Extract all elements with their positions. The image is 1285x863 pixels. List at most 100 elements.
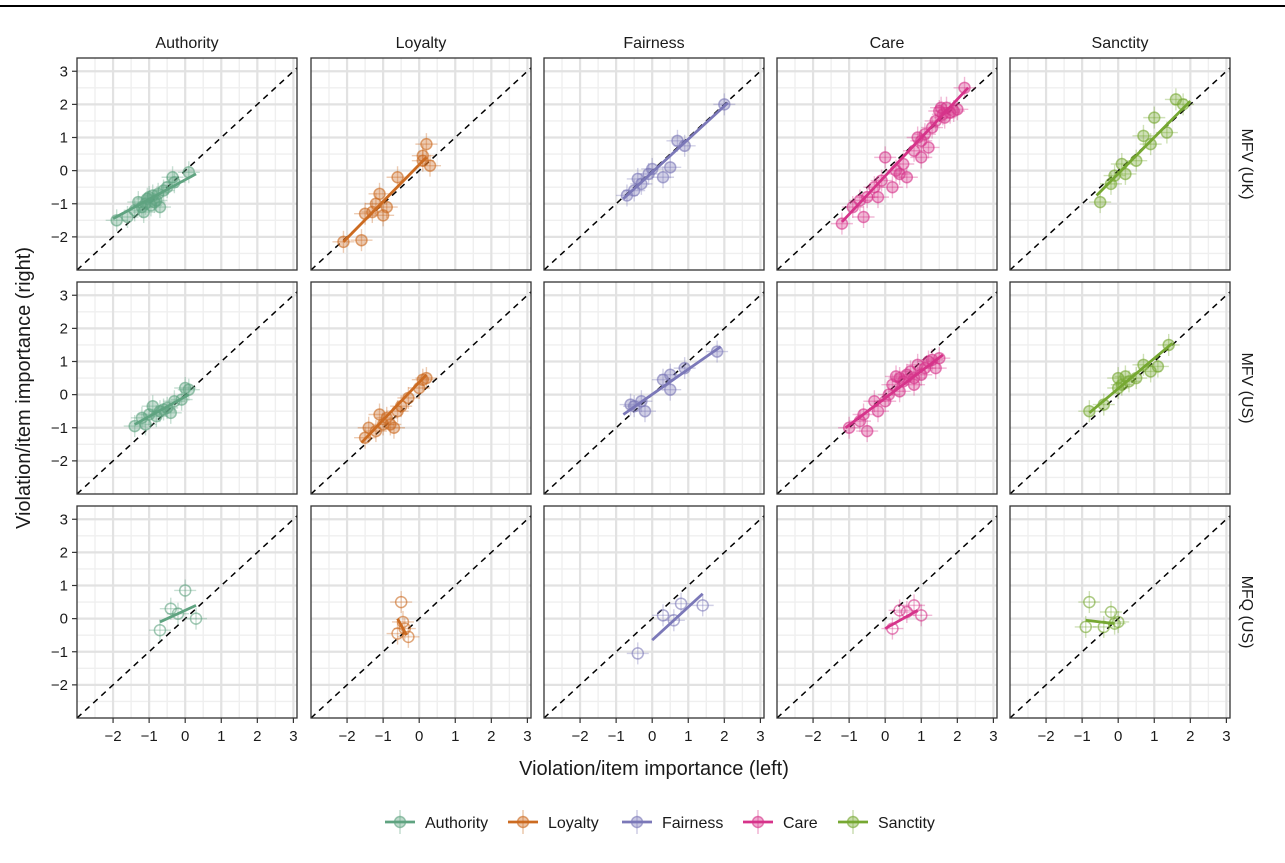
- point-marker: [674, 597, 688, 610]
- point-marker: [696, 599, 709, 612]
- fit-line: [1085, 618, 1115, 625]
- x-tick-label: 2: [953, 728, 961, 745]
- x-tick-label: −1: [375, 728, 392, 745]
- legend-label: Loyalty: [548, 815, 599, 832]
- data-point: [910, 604, 933, 627]
- x-axis-title: Violation/item importance (left): [519, 758, 789, 780]
- legend-item-loyalty: Loyalty: [508, 810, 599, 834]
- point-marker: [1083, 595, 1096, 609]
- x-tick-label: 3: [523, 728, 531, 745]
- panel-border: [310, 57, 532, 271]
- panel-sanctity-1: [1009, 281, 1231, 495]
- row-label-2: MFQ (US): [1238, 576, 1255, 649]
- x-tick-label: 2: [253, 728, 261, 745]
- panel-border: [543, 57, 765, 271]
- y-tick-label: 3: [60, 63, 68, 80]
- point-marker: [893, 167, 906, 181]
- x-tick-label: 0: [648, 728, 656, 745]
- x-tick-label: 1: [917, 728, 925, 745]
- point-marker: [656, 609, 670, 622]
- y-tick-label: 1: [60, 354, 68, 371]
- legend-swatch-point: [630, 815, 644, 829]
- legend-item-sanctity: Sanctity: [838, 810, 935, 834]
- point-marker: [1148, 111, 1161, 124]
- data-point: [888, 162, 911, 185]
- identity-line: [311, 515, 531, 718]
- panel-border: [776, 505, 998, 719]
- identity-line: [77, 291, 297, 494]
- x-tick-label: 3: [289, 728, 297, 745]
- legend: Authority Loyalty Fairness Care Sanctity: [385, 810, 935, 834]
- identity-line: [777, 291, 997, 494]
- legend-label: Care: [783, 815, 818, 832]
- point-marker: [394, 595, 408, 609]
- point-marker: [667, 614, 681, 627]
- data-point: [148, 619, 171, 642]
- data-point: [174, 579, 197, 602]
- x-tick-label: −2: [572, 728, 589, 745]
- point-marker: [951, 103, 964, 116]
- y-tick-label: −2: [51, 229, 68, 246]
- data-point: [372, 204, 395, 227]
- point-marker: [871, 404, 885, 418]
- point-marker: [857, 210, 870, 224]
- data-point: [917, 136, 940, 159]
- point-marker: [189, 612, 203, 625]
- x-tick-label: 0: [881, 728, 889, 745]
- point-marker: [402, 630, 415, 644]
- point-marker: [886, 180, 899, 194]
- data-point: [691, 594, 714, 617]
- panel-sanctity-0: [1009, 57, 1231, 271]
- panel-border: [1009, 505, 1231, 719]
- panel-border: [76, 505, 298, 719]
- data-point: [1107, 367, 1130, 390]
- legend-swatch-point: [393, 815, 407, 829]
- data-point: [659, 378, 682, 401]
- identity-line: [77, 67, 297, 270]
- y-tick-label: 2: [60, 320, 68, 337]
- point-marker: [153, 200, 167, 214]
- y-tick-label: −1: [51, 644, 68, 661]
- x-tick-label: 2: [487, 728, 495, 745]
- panel-loyalty-0: [310, 57, 532, 271]
- data-point: [415, 367, 438, 390]
- data-point: [848, 189, 871, 212]
- panel-border: [1009, 281, 1231, 495]
- data-point: [1146, 355, 1169, 378]
- panel-border: [76, 57, 298, 271]
- legend-swatch-point: [846, 815, 860, 829]
- fit-line: [112, 172, 197, 220]
- point-marker: [373, 187, 386, 201]
- point-marker: [900, 171, 914, 184]
- data-point: [386, 166, 409, 189]
- panel-border: [76, 281, 298, 495]
- legend-swatch-point: [516, 815, 530, 829]
- x-tick-label: −1: [608, 728, 625, 745]
- y-tick-label: 1: [60, 130, 68, 147]
- panel-fairness-0: [543, 57, 765, 271]
- data-point: [874, 146, 897, 169]
- point-marker: [144, 199, 158, 212]
- y-tick-label: 0: [60, 611, 68, 628]
- data-point: [903, 373, 926, 396]
- panel-background: [77, 506, 297, 718]
- data-point: [148, 196, 171, 219]
- identity-line: [1010, 67, 1230, 270]
- legend-label: Sanctity: [878, 815, 935, 832]
- point-marker: [871, 190, 885, 204]
- panel-grid: Authority Loyalty Fairness Care Sanctity MFV …: [51, 35, 1255, 745]
- column-label-care: Care: [870, 35, 905, 52]
- panel-border: [310, 505, 532, 719]
- data-point: [626, 642, 649, 665]
- point-marker: [164, 406, 178, 420]
- panel-border: [543, 281, 765, 495]
- fit-line: [622, 345, 722, 416]
- panel-loyalty-2: −2 −1 0 1 2 3: [310, 505, 532, 745]
- identity-line: [1010, 291, 1230, 494]
- identity-line: [544, 67, 764, 270]
- column-label-loyalty: Loyalty: [396, 35, 447, 52]
- x-tick-label: −2: [805, 728, 822, 745]
- data-point: [866, 400, 889, 423]
- legend-item-fairness: Fairness: [622, 810, 723, 834]
